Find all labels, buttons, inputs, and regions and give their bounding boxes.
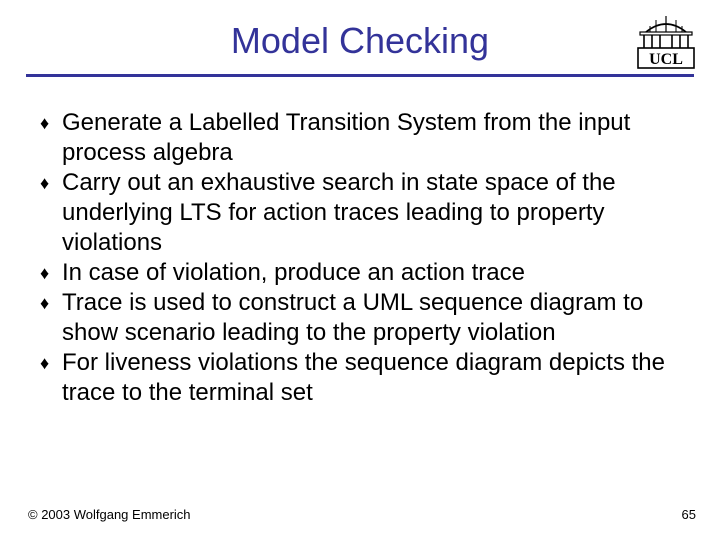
bullet-marker-icon: ♦ [40, 112, 58, 135]
bullet-text: In case of violation, produce an action … [62, 258, 525, 288]
bullet-text: Generate a Labelled Transition System fr… [62, 108, 680, 168]
list-item: ♦ In case of violation, produce an actio… [40, 258, 680, 288]
bullet-list: ♦ Generate a Labelled Transition System … [40, 108, 680, 408]
ucl-logo: UCL [632, 14, 700, 72]
list-item: ♦ Carry out an exhaustive search in stat… [40, 168, 680, 258]
logo-text: UCL [649, 51, 683, 68]
page-number: 65 [682, 507, 696, 522]
page-title: Model Checking [0, 20, 720, 62]
title-underline [26, 74, 694, 77]
bullet-text: For liveness violations the sequence dia… [62, 348, 680, 408]
slide: Model Checking UCL ♦ Gener [0, 0, 720, 540]
bullet-text: Trace is used to construct a UML sequenc… [62, 288, 680, 348]
bullet-text: Carry out an exhaustive search in state … [62, 168, 680, 258]
bullet-marker-icon: ♦ [40, 292, 58, 315]
list-item: ♦ For liveness violations the sequence d… [40, 348, 680, 408]
list-item: ♦ Generate a Labelled Transition System … [40, 108, 680, 168]
bullet-marker-icon: ♦ [40, 172, 58, 195]
footer-copyright: © 2003 Wolfgang Emmerich [28, 507, 191, 522]
bullet-marker-icon: ♦ [40, 352, 58, 375]
list-item: ♦ Trace is used to construct a UML seque… [40, 288, 680, 348]
bullet-marker-icon: ♦ [40, 262, 58, 285]
